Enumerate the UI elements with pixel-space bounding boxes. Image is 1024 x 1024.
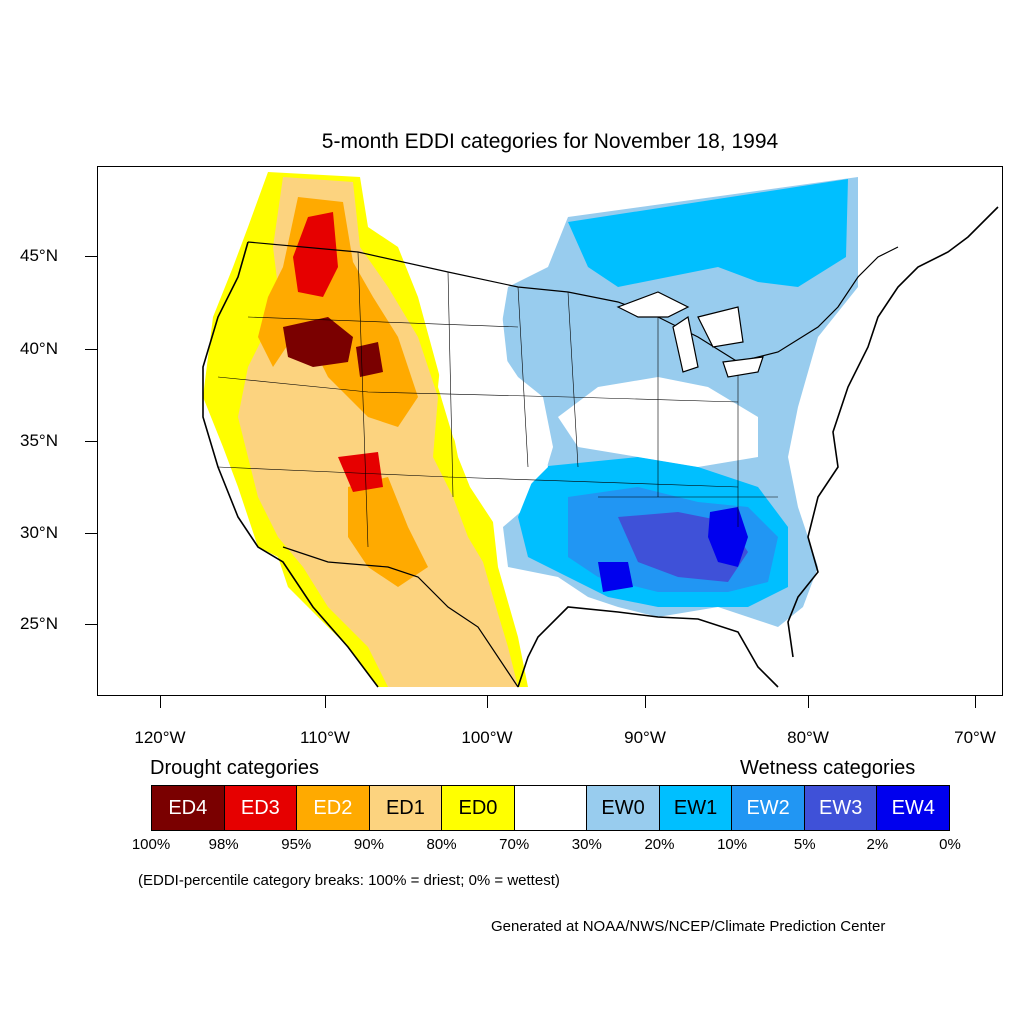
- lon-label-70: 70°W: [954, 728, 996, 747]
- legend-swatch-ew1: EW1: [659, 786, 733, 830]
- lon-tick: [487, 696, 488, 708]
- lon-label-100: 100°W: [461, 728, 513, 747]
- eddi-map: [202, 172, 999, 688]
- lon-label-90: 90°W: [624, 728, 666, 747]
- legend-swatch-ed1: ED1: [369, 786, 443, 830]
- drought-region-ed4: [283, 317, 353, 367]
- legend-break-label: 80%: [426, 836, 457, 853]
- legend-swatch-ed4: ED4: [152, 786, 225, 830]
- gulf-water: [538, 607, 758, 687]
- legend-swatch-neutral: [514, 786, 588, 830]
- legend-break-label: 10%: [717, 836, 748, 853]
- legend-swatch-ew0: EW0: [587, 786, 660, 830]
- drought-region-ed2b: [348, 477, 428, 587]
- legend-break-label: 98%: [208, 836, 239, 853]
- legend-break-label: 70%: [499, 836, 530, 853]
- wetness-region-ew4b: [598, 562, 633, 592]
- wetness-heading: Wetness categories: [740, 757, 916, 779]
- lat-tick: [85, 624, 97, 625]
- legend-break-label: 5%: [793, 836, 816, 853]
- state-lines: [217, 251, 778, 548]
- lon-label-120: 120°W: [134, 728, 186, 747]
- great-lakes: [616, 291, 764, 378]
- legend-swatch-ed3: ED3: [224, 786, 298, 830]
- lat-tick: [85, 533, 97, 534]
- lat-label-45: 45°N: [20, 246, 58, 265]
- legend-break-label: 100%: [131, 836, 171, 853]
- legend-swatch-ew2: EW2: [732, 786, 805, 830]
- lon-tick: [325, 696, 326, 708]
- lon-tick: [645, 696, 646, 708]
- wetness-region-ew1: [568, 179, 848, 287]
- drought-region-ed3b: [338, 452, 383, 492]
- canada-border: [247, 241, 899, 363]
- lat-label-40: 40°N: [20, 339, 58, 358]
- us-coastline: [202, 206, 999, 688]
- legend-swatch-ed0: ED0: [442, 786, 515, 830]
- lon-tick: [975, 696, 976, 708]
- lon-label-110: 110°W: [300, 728, 350, 747]
- lat-tick: [85, 349, 97, 350]
- lon-tick: [160, 696, 161, 708]
- lat-tick: [85, 441, 97, 442]
- lat-label-25: 25°N: [20, 614, 58, 633]
- mexico-border: [282, 546, 519, 688]
- lon-label-80: 80°W: [787, 728, 829, 747]
- legend-break-label: 30%: [571, 836, 602, 853]
- legend-break-label: 0%: [939, 836, 961, 853]
- drought-region-ed4b: [356, 342, 383, 377]
- map-title: 5-month EDDI categories for November 18,…: [321, 130, 779, 153]
- legend-swatch-ew4: EW4: [877, 786, 950, 830]
- category-note: (EDDI-percentile category breaks: 100% =…: [138, 872, 560, 889]
- legend-swatch-ed2: ED2: [297, 786, 370, 830]
- legend-colorbar: ED4 ED3 ED2 ED1 ED0 EW0 EW1 EW2 EW3 EW4: [151, 785, 950, 831]
- lat-tick: [85, 256, 97, 257]
- legend-break-label: 90%: [353, 836, 384, 853]
- lon-tick: [808, 696, 809, 708]
- credit-line: Generated at NOAA/NWS/NCEP/Climate Predi…: [491, 918, 886, 935]
- legend-swatch-ew3: EW3: [804, 786, 878, 830]
- legend-break-label: 20%: [644, 836, 675, 853]
- legend-break-label: 2%: [866, 836, 889, 853]
- map-panel: [97, 166, 1003, 696]
- drought-region-ed3: [293, 212, 338, 297]
- lat-label-30: 30°N: [20, 523, 58, 542]
- legend-break-label: 95%: [281, 836, 312, 853]
- neutral-region: [438, 277, 548, 497]
- drought-heading: Drought categories: [150, 757, 319, 779]
- lat-label-35: 35°N: [20, 431, 58, 450]
